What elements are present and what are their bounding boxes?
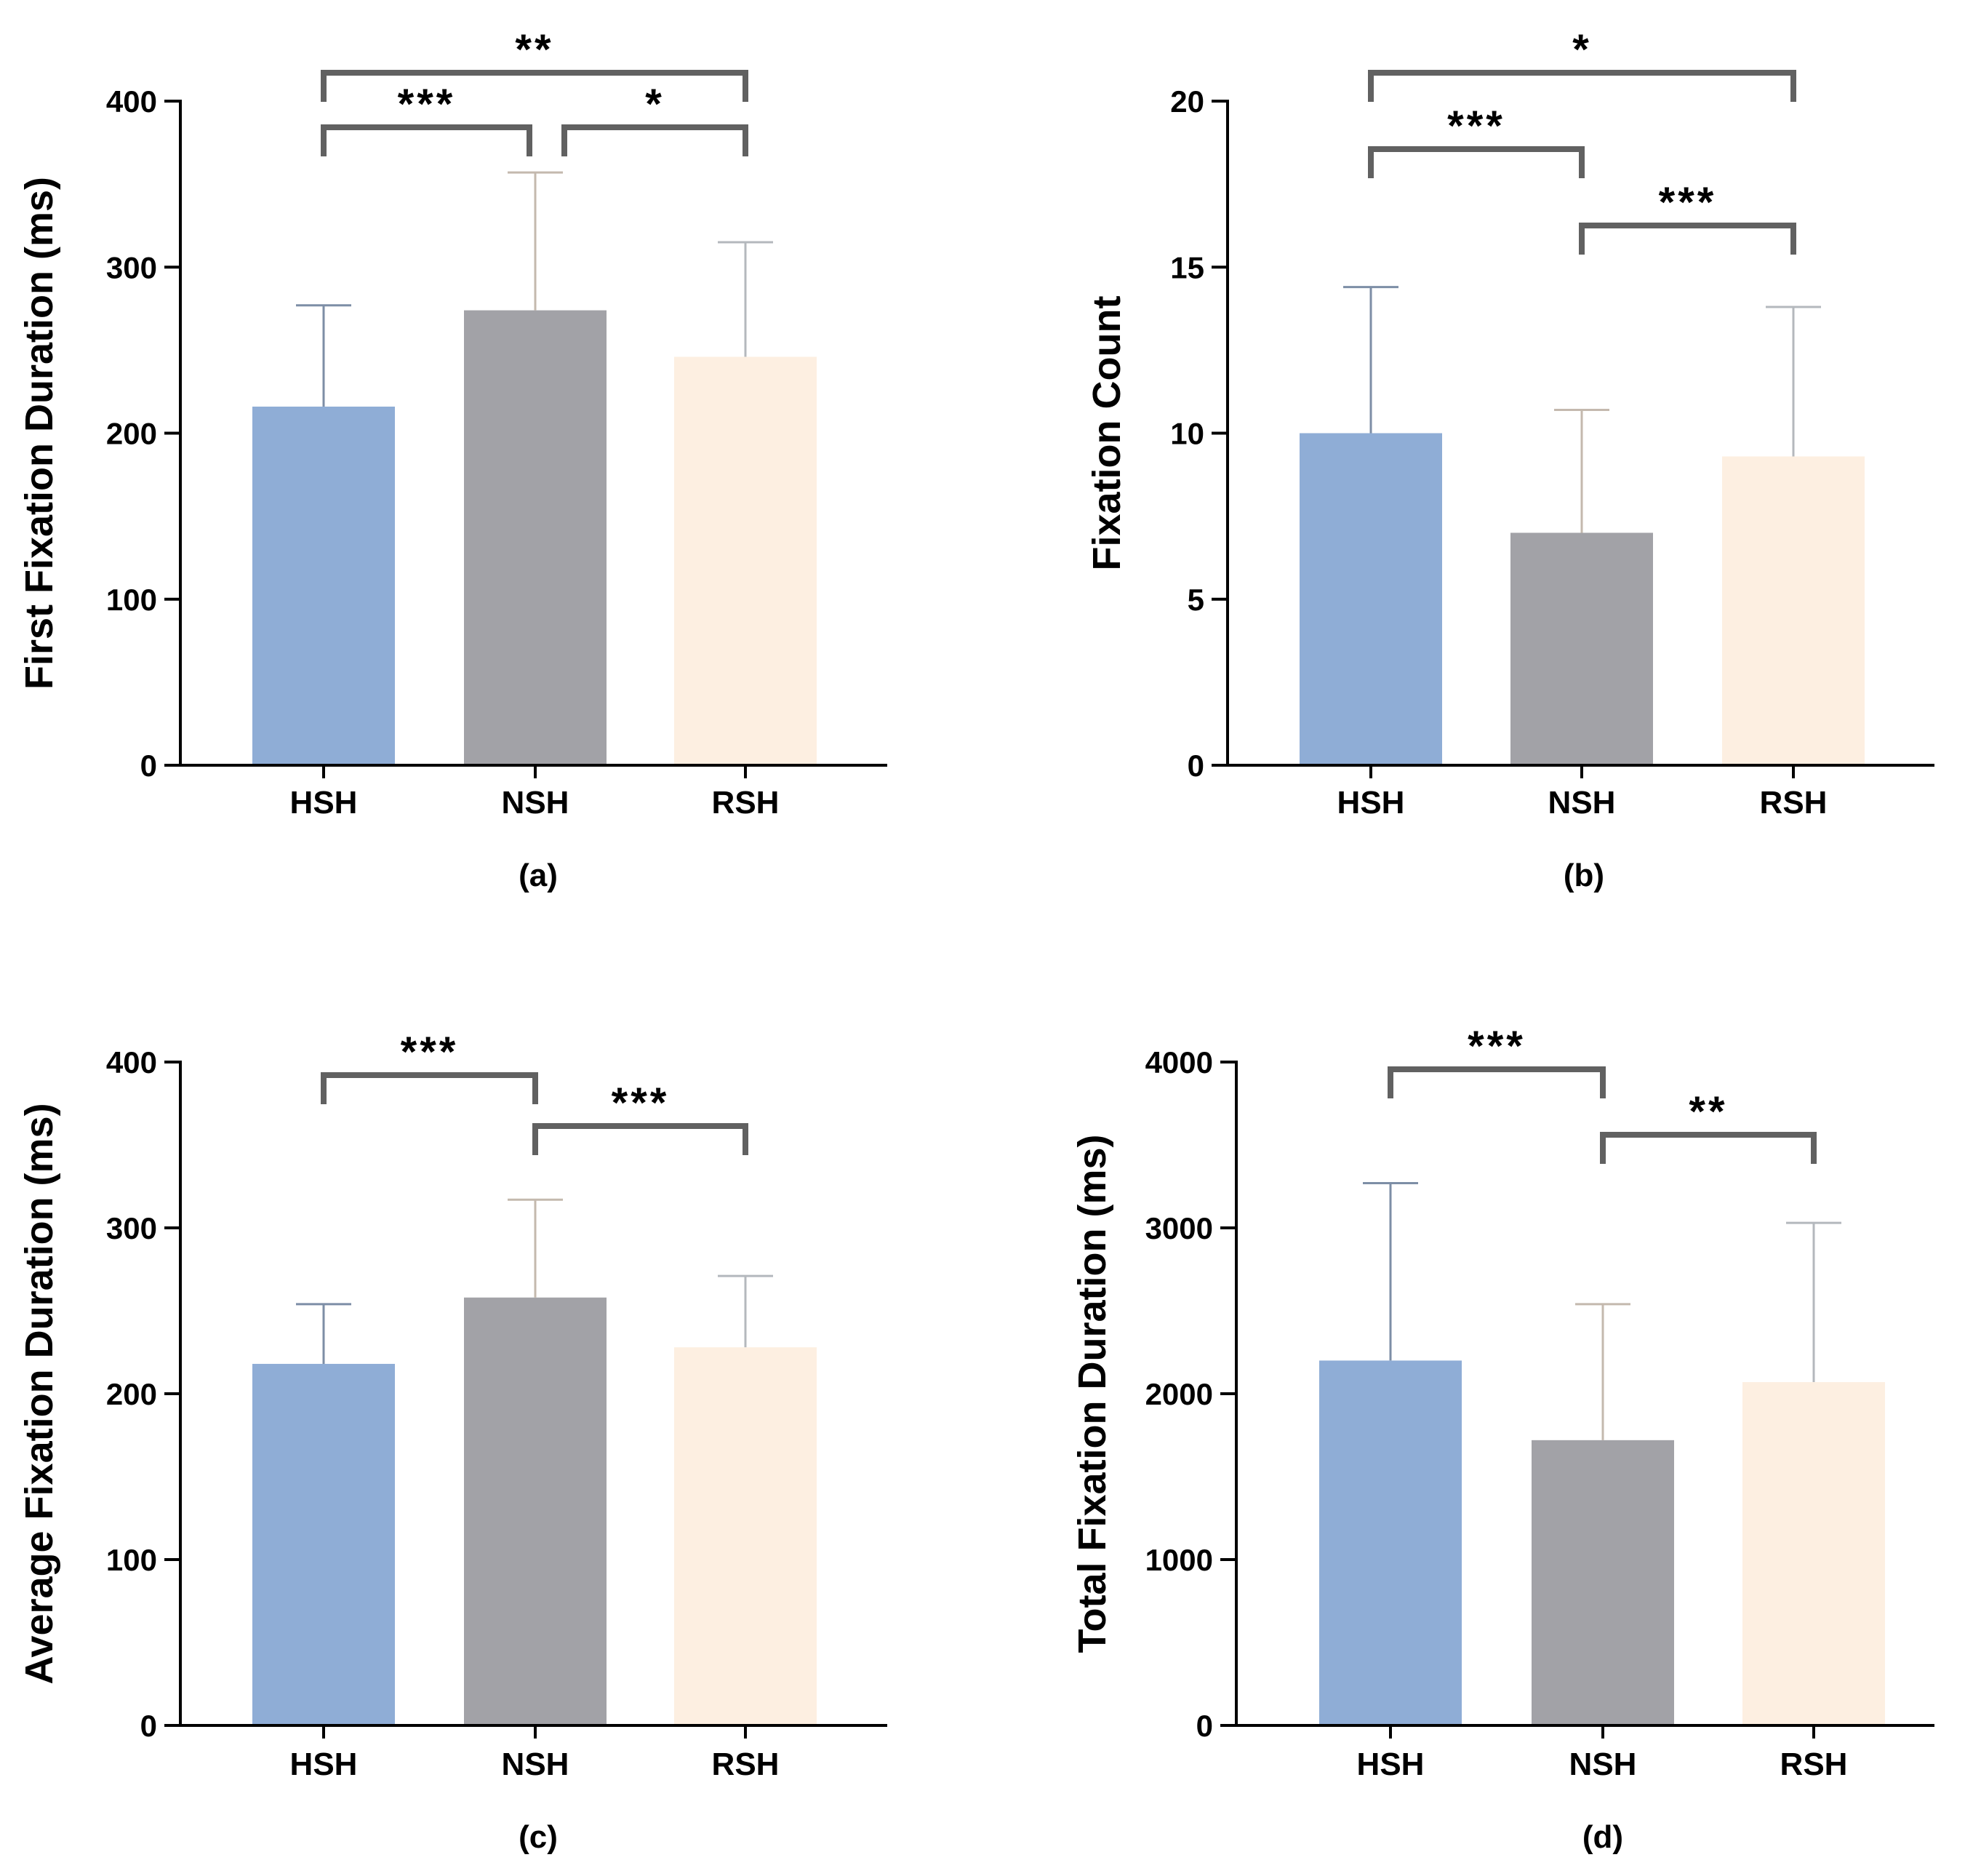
bar-hsh bbox=[252, 1363, 395, 1725]
y-tick-label: 5 bbox=[1188, 583, 1204, 617]
bar-nsh bbox=[1510, 532, 1653, 765]
significance-label: *** bbox=[1659, 179, 1717, 226]
significance-bracket bbox=[321, 124, 532, 156]
y-tick-label: 0 bbox=[1196, 1709, 1213, 1743]
y-tick-label: 20 bbox=[1170, 84, 1204, 119]
x-tick-label-hsh: HSH bbox=[290, 1747, 358, 1782]
x-tick-label-hsh: HSH bbox=[1357, 1747, 1425, 1782]
y-tick-label: 0 bbox=[140, 1709, 157, 1743]
significance-bracket bbox=[1579, 223, 1796, 255]
y-tick-label: 4000 bbox=[1145, 1045, 1213, 1079]
y-tick-label: 400 bbox=[106, 1045, 157, 1079]
x-tick-label-rsh: RSH bbox=[1780, 1747, 1848, 1782]
bar-nsh bbox=[464, 1297, 607, 1725]
y-axis-title: Fixation Count bbox=[1085, 296, 1129, 571]
significance-label: *** bbox=[398, 81, 456, 128]
y-tick-label: 10 bbox=[1170, 417, 1204, 451]
bar-nsh bbox=[1532, 1440, 1674, 1725]
panel-a: HSH NSH RSH 0 100 200 300 400 First Fixation Dur… bbox=[17, 26, 887, 893]
y-tick-label: 400 bbox=[106, 84, 157, 119]
significance-bracket bbox=[1600, 1132, 1817, 1164]
x-tick-label-nsh: NSH bbox=[1569, 1747, 1637, 1782]
significance-label: * bbox=[645, 81, 665, 128]
y-axis-title: Total Fixation Duration (ms) bbox=[1070, 1135, 1114, 1653]
significance-label: ** bbox=[1689, 1088, 1727, 1135]
y-tick-label: 1000 bbox=[1145, 1543, 1213, 1577]
panel-caption: (b) bbox=[1564, 858, 1604, 893]
significance-label: ** bbox=[515, 26, 553, 73]
significance-label: * bbox=[1572, 26, 1592, 73]
x-tick-label-rsh: RSH bbox=[1760, 785, 1828, 821]
y-tick-label: 0 bbox=[140, 749, 157, 783]
significance-bracket bbox=[561, 124, 748, 156]
panel-caption: (c) bbox=[519, 1819, 558, 1855]
x-tick-label-nsh: NSH bbox=[502, 785, 569, 821]
panel-caption: (d) bbox=[1582, 1819, 1623, 1855]
significance-label: *** bbox=[612, 1079, 670, 1127]
significance-label: *** bbox=[1447, 103, 1505, 150]
y-tick-label: 100 bbox=[106, 583, 157, 617]
significance-bracket bbox=[1368, 70, 1796, 102]
bar-rsh bbox=[674, 356, 817, 765]
bar-hsh bbox=[1300, 433, 1442, 765]
significance-bracket bbox=[1388, 1066, 1606, 1098]
bar-hsh bbox=[1319, 1360, 1462, 1725]
significance-bracket bbox=[321, 70, 748, 102]
y-axis-title: First Fixation Duration (ms) bbox=[17, 177, 61, 690]
y-tick-label: 200 bbox=[106, 417, 157, 451]
significance-label: *** bbox=[1468, 1023, 1526, 1070]
x-tick-label-nsh: NSH bbox=[502, 1747, 569, 1782]
bar-rsh bbox=[674, 1347, 817, 1725]
panel-c: HSH NSH RSH 0 100 200 300 400 Average Fixation D… bbox=[17, 1029, 887, 1855]
significance-bracket bbox=[532, 1123, 748, 1155]
panel-caption: (a) bbox=[519, 858, 558, 893]
significance-label: *** bbox=[401, 1029, 459, 1076]
x-tick-label-hsh: HSH bbox=[1337, 785, 1405, 821]
significance-bracket bbox=[321, 1072, 538, 1104]
y-tick-label: 3000 bbox=[1145, 1211, 1213, 1245]
x-tick-label-nsh: NSH bbox=[1548, 785, 1616, 821]
y-tick-label: 300 bbox=[106, 250, 157, 284]
y-tick-label: 200 bbox=[106, 1377, 157, 1411]
x-tick-label-rsh: RSH bbox=[712, 1747, 780, 1782]
bar-nsh bbox=[464, 310, 607, 766]
y-tick-label: 100 bbox=[106, 1543, 157, 1577]
y-tick-label: 15 bbox=[1170, 250, 1204, 284]
y-axis-title: Average Fixation Duration (ms) bbox=[17, 1103, 61, 1684]
bar-rsh bbox=[1722, 456, 1865, 765]
bar-rsh bbox=[1742, 1382, 1885, 1725]
y-tick-label: 300 bbox=[106, 1211, 157, 1245]
x-tick-label-hsh: HSH bbox=[290, 785, 358, 821]
bar-hsh bbox=[252, 406, 395, 765]
significance-bracket bbox=[1368, 146, 1585, 178]
y-tick-label: 0 bbox=[1188, 749, 1204, 783]
x-tick-label-rsh: RSH bbox=[712, 785, 780, 821]
y-tick-label: 2000 bbox=[1145, 1377, 1213, 1411]
panel-d: HSH NSH RSH 0 1000 2000 3000 4000 Total Fixation… bbox=[1070, 1023, 1934, 1855]
